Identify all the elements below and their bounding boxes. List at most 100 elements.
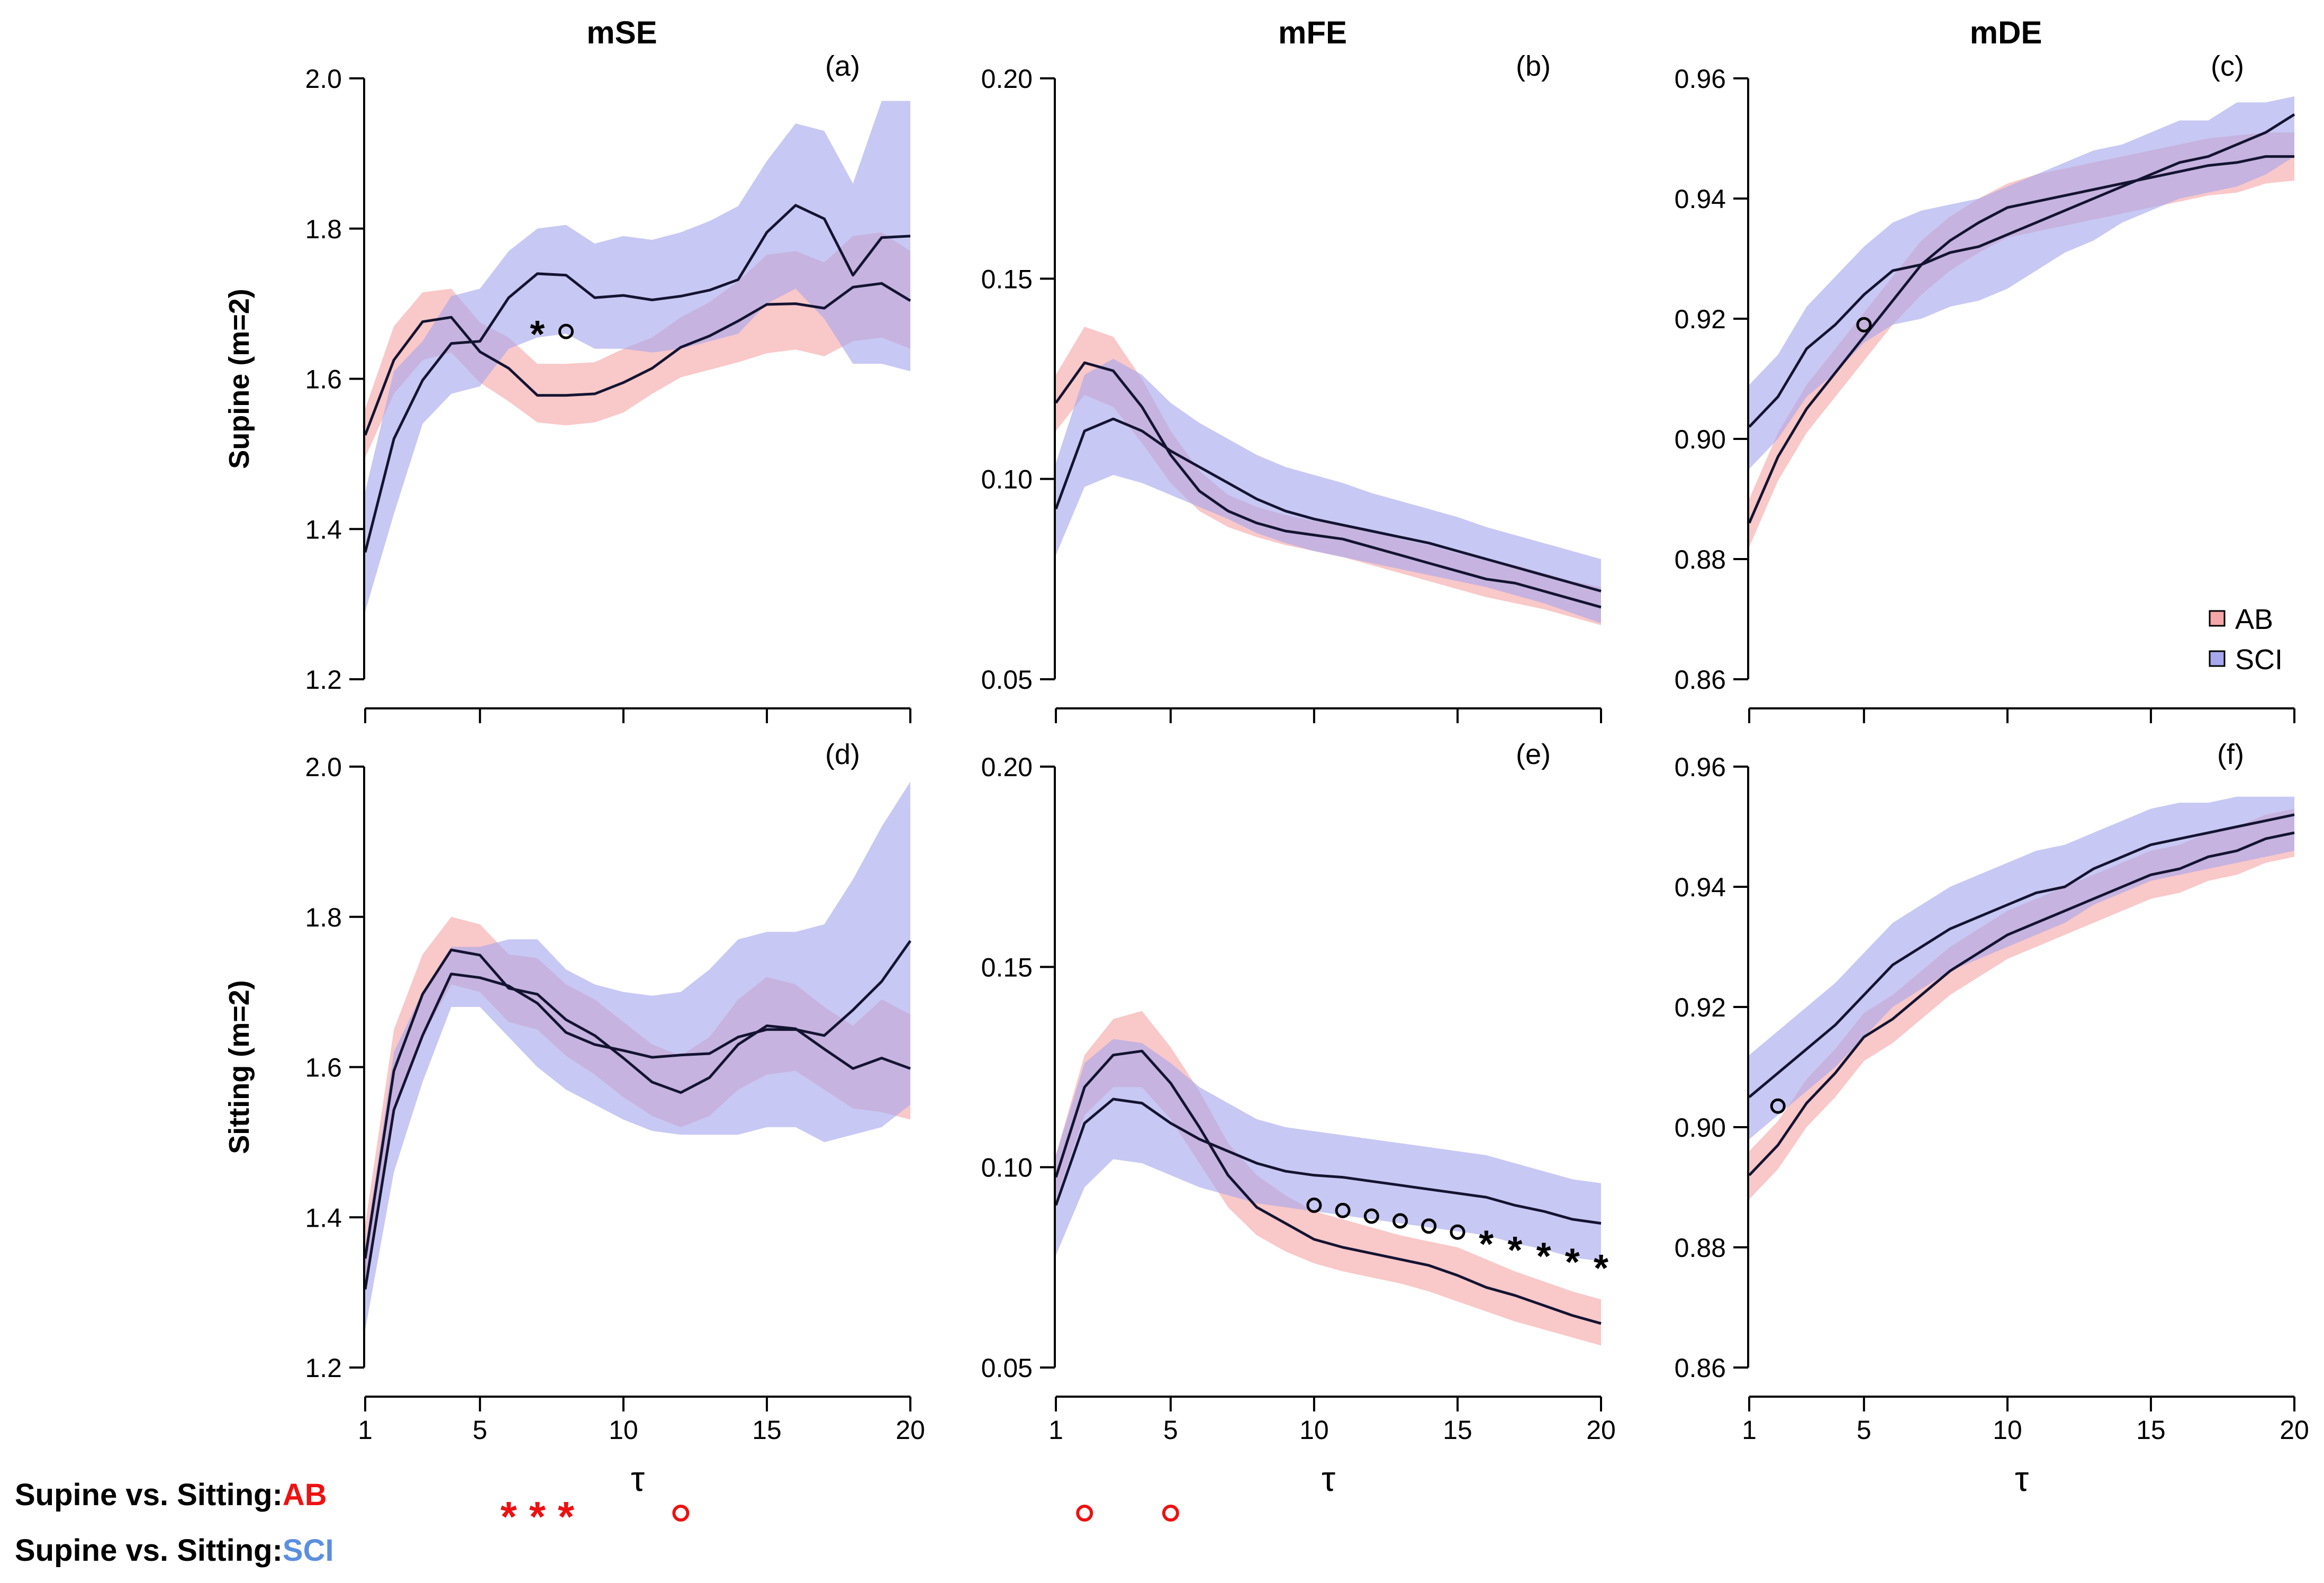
footer-marker-circle bbox=[672, 1505, 690, 1522]
x-axis-c bbox=[1748, 707, 2295, 723]
x-axis-label: τ bbox=[631, 1459, 645, 1498]
column-title: mFE bbox=[1278, 15, 1347, 50]
x-tick-label: 5 bbox=[1857, 1415, 1871, 1445]
line-sci-a bbox=[364, 204, 911, 553]
panel-e: 0.050.100.150.201 5 10 15 20τ(e)* * * * * bbox=[981, 739, 1616, 1498]
footer-sci-prefix: Supine vs. Sitting: bbox=[15, 1533, 283, 1568]
y-tick-label: 1.2 bbox=[305, 1353, 342, 1383]
x-tick-label: 20 bbox=[2280, 1415, 2309, 1445]
panel-c: 0.86 0.88 0.90 0.92 0.94 0.96 (c) mDE bbox=[1675, 15, 2295, 723]
footer-marker-star: * bbox=[558, 1493, 575, 1540]
x-tick-label: 15 bbox=[752, 1415, 782, 1445]
panel-b: 0.05 0.10 0.15 0.20 (b) mFE bbox=[981, 15, 1602, 723]
sig-marker-star: * bbox=[530, 313, 545, 356]
y-tick-label: 0.10 bbox=[981, 465, 1033, 494]
y-tick-label: 0.94 bbox=[1675, 873, 1726, 902]
line-sci-f bbox=[1748, 813, 2295, 1099]
y-tick-label: 0.92 bbox=[1675, 993, 1726, 1022]
panel-label: (e) bbox=[1516, 739, 1551, 770]
band-sci-c bbox=[1749, 96, 2294, 469]
x-axis-b bbox=[1055, 707, 1602, 723]
row-label: Supine (m=2) bbox=[223, 289, 255, 469]
sig-marker-circle bbox=[1450, 1224, 1466, 1240]
legend-swatch-ab bbox=[2209, 610, 2226, 627]
sig-marker-star: * bbox=[1507, 1229, 1522, 1272]
y-tick-label: 2.0 bbox=[305, 64, 342, 94]
y-tick-label: 0.90 bbox=[1675, 1113, 1726, 1143]
line-ab-e bbox=[1054, 1049, 1602, 1325]
band-sci-f bbox=[1749, 796, 2294, 1139]
row-label: Sitting (m=2) bbox=[223, 980, 255, 1154]
footer-marker-star: * bbox=[529, 1493, 546, 1540]
x-tick-label: 15 bbox=[2136, 1415, 2166, 1445]
y-axis-e: 0.05 0.10 0.15 0.20 bbox=[981, 752, 1056, 1383]
panel-label: (c) bbox=[2211, 50, 2244, 82]
y-tick-label: 0.15 bbox=[981, 952, 1033, 982]
footer-sci-group: SCI bbox=[282, 1533, 334, 1568]
panel-a: 1.2 1.4 1.6 1.8 2.0 (a) mSE Supine (m=2) * bbox=[223, 15, 911, 723]
footer-ab-line: Supine vs. Sitting:AB bbox=[15, 1477, 327, 1513]
footer-marker-row: * * * bbox=[500, 1493, 1179, 1540]
line-ab-d bbox=[364, 948, 911, 1259]
line-ab-f bbox=[1748, 831, 2295, 1176]
panel-label: (a) bbox=[825, 50, 860, 82]
sig-marker-circle bbox=[1856, 317, 1872, 332]
line-ab-c bbox=[1748, 155, 2294, 524]
y-tick-label: 0.88 bbox=[1675, 545, 1726, 574]
x-axis-d: 1 5 10 15 20 bbox=[358, 1396, 925, 1445]
sig-marker-circle bbox=[1770, 1098, 1786, 1114]
line-sci-c bbox=[1748, 113, 2295, 428]
y-axis-c: 0.86 0.88 0.90 0.92 0.94 0.96 bbox=[1675, 64, 1749, 695]
y-tick-label: 0.86 bbox=[1675, 1353, 1726, 1383]
y-tick-label: 1.8 bbox=[305, 214, 342, 244]
sig-marker-circle bbox=[1306, 1198, 1322, 1213]
x-tick-label: 10 bbox=[1993, 1415, 2022, 1445]
x-axis-e: 1 5 10 15 20 bbox=[1048, 1396, 1616, 1445]
y-axis-a: 1.2 1.4 1.6 1.8 2.0 bbox=[305, 64, 365, 695]
y-tick-label: 0.94 bbox=[1675, 184, 1726, 214]
band-sci-d bbox=[365, 781, 910, 1330]
x-axis-label: τ bbox=[2015, 1459, 2029, 1498]
y-tick-label: 1.2 bbox=[305, 665, 342, 695]
y-tick-label: 1.6 bbox=[305, 365, 342, 394]
x-axis-label: τ bbox=[1322, 1459, 1335, 1498]
footer-ab-group: AB bbox=[282, 1478, 327, 1512]
sig-marker-star: * bbox=[1594, 1247, 1608, 1290]
sig-marker-star: * bbox=[1536, 1235, 1551, 1278]
y-tick-label: 0.86 bbox=[1675, 665, 1726, 695]
y-tick-label: 0.20 bbox=[981, 752, 1033, 782]
line-ab-a bbox=[364, 282, 911, 436]
line-sci-b bbox=[1054, 417, 1602, 592]
sig-marker-circle bbox=[558, 323, 574, 339]
line-sci-d bbox=[364, 940, 912, 1290]
footer-marker-circle bbox=[1076, 1505, 1093, 1522]
panel-label: (d) bbox=[825, 739, 860, 770]
y-axis-f: 0.86 0.88 0.90 0.92 0.94 0.96 bbox=[1675, 752, 1749, 1383]
y-tick-label: 1.6 bbox=[305, 1053, 342, 1083]
x-tick-label: 20 bbox=[896, 1415, 925, 1445]
line-sci-e bbox=[1054, 1098, 1602, 1225]
panel-label: (b) bbox=[1516, 50, 1551, 82]
y-tick-label: 0.20 bbox=[981, 64, 1033, 94]
x-tick-label: 20 bbox=[1586, 1415, 1616, 1445]
band-sci-e bbox=[1056, 1039, 1601, 1262]
y-tick-label: 2.0 bbox=[305, 752, 342, 782]
band-sci-b bbox=[1056, 358, 1601, 624]
y-tick-label: 0.05 bbox=[981, 665, 1033, 695]
sig-marker-star: * bbox=[1565, 1242, 1580, 1284]
y-tick-label: 0.90 bbox=[1675, 425, 1726, 454]
x-axis-a bbox=[364, 707, 911, 723]
panel-f: 0.860.880.900.920.940.961 5 10 15 20τ(f) bbox=[1675, 739, 2309, 1498]
y-tick-label: 0.10 bbox=[981, 1153, 1033, 1183]
y-tick-label: 0.15 bbox=[981, 264, 1033, 294]
y-tick-label: 0.05 bbox=[981, 1353, 1033, 1383]
sig-marker-circle bbox=[1392, 1213, 1408, 1229]
y-tick-label: 0.96 bbox=[1675, 64, 1726, 94]
sig-marker-circle bbox=[1421, 1218, 1437, 1234]
band-sci-a bbox=[365, 101, 910, 612]
y-tick-label: 0.88 bbox=[1675, 1233, 1726, 1263]
sig-marker-circle bbox=[1335, 1202, 1351, 1218]
footer-marker-star: * bbox=[500, 1493, 517, 1540]
